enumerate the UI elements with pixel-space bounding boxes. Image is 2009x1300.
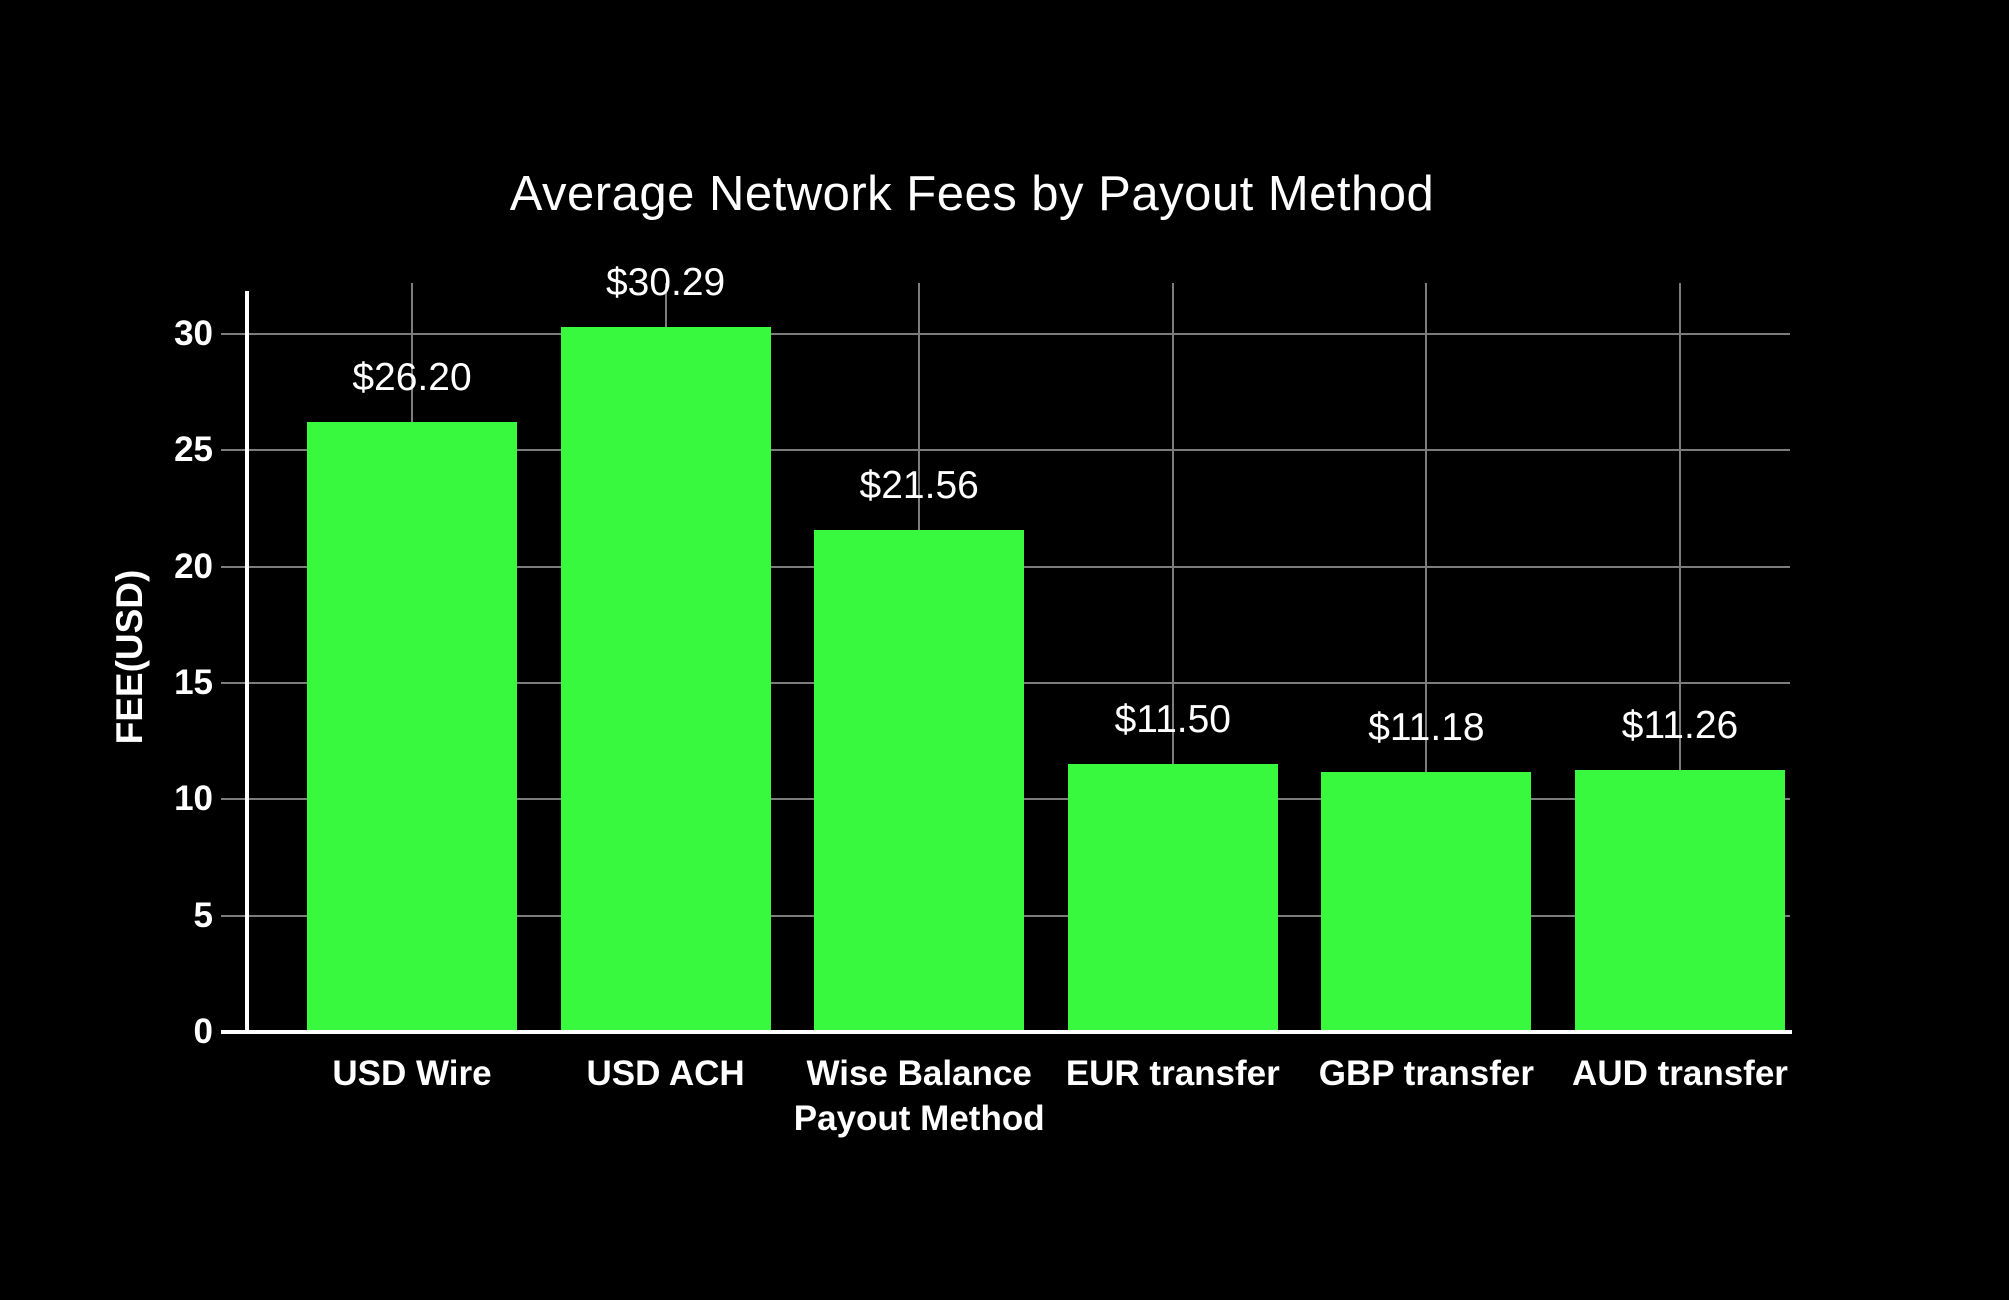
bar [1321,771,1532,1032]
bar-value-label: $30.29 [605,261,726,305]
y-tick-label: 5 [193,895,213,935]
y-tick-label: 20 [174,546,213,586]
y-axis-tick [221,565,247,568]
x-category-label: GBP transfer [1318,1054,1535,1093]
y-tick-label: 30 [174,314,213,353]
bar-value-label: $26.20 [352,356,472,400]
y-tick-label: 25 [174,430,213,470]
x-category-label: Wise Balance Payout Method [793,1054,1045,1138]
bar [1575,770,1785,1032]
y-axis-tick [221,682,247,684]
vertical-gridline [1679,283,1681,1032]
bar [1067,764,1278,1032]
y-tick-label: 10 [174,779,213,819]
chart-title: Average Network Fees by Payout Method [509,166,1435,221]
plot-area: 0 5 10 15 20 25 30 $26.20 USD Wire $30.29 USD ACH $… [174,261,1792,1138]
y-axis-tick [221,798,247,801]
bar-value-label: $11.26 [1621,704,1739,748]
bar-value-label: $21.56 [859,464,979,508]
y-axis-tick [221,449,247,452]
x-category-label: AUD transfer [1572,1054,1788,1093]
x-axis-line [221,1030,1792,1034]
y-tick-label: 0 [193,1012,213,1051]
bar-value-label: $11.18 [1368,705,1485,749]
vertical-gridline [1425,283,1428,1032]
x-category-label: USD ACH [586,1054,745,1093]
y-axis-tick [221,333,247,335]
horizontal-gridline [247,333,1790,335]
y-tick-label: 15 [174,663,213,702]
bar [814,530,1025,1032]
x-category-label: EUR transfer [1065,1054,1280,1093]
y-axis-tick [221,914,247,917]
y-axis-title-text: FEE(USD) [109,569,150,745]
bar [307,422,517,1032]
bar [560,327,771,1032]
y-axis-line [245,291,249,1034]
vertical-gridline [1171,283,1174,1032]
horizontal-gridline [247,449,1790,452]
x-category-label: USD Wire [332,1054,492,1093]
bar-value-label: $11.50 [1114,698,1231,742]
